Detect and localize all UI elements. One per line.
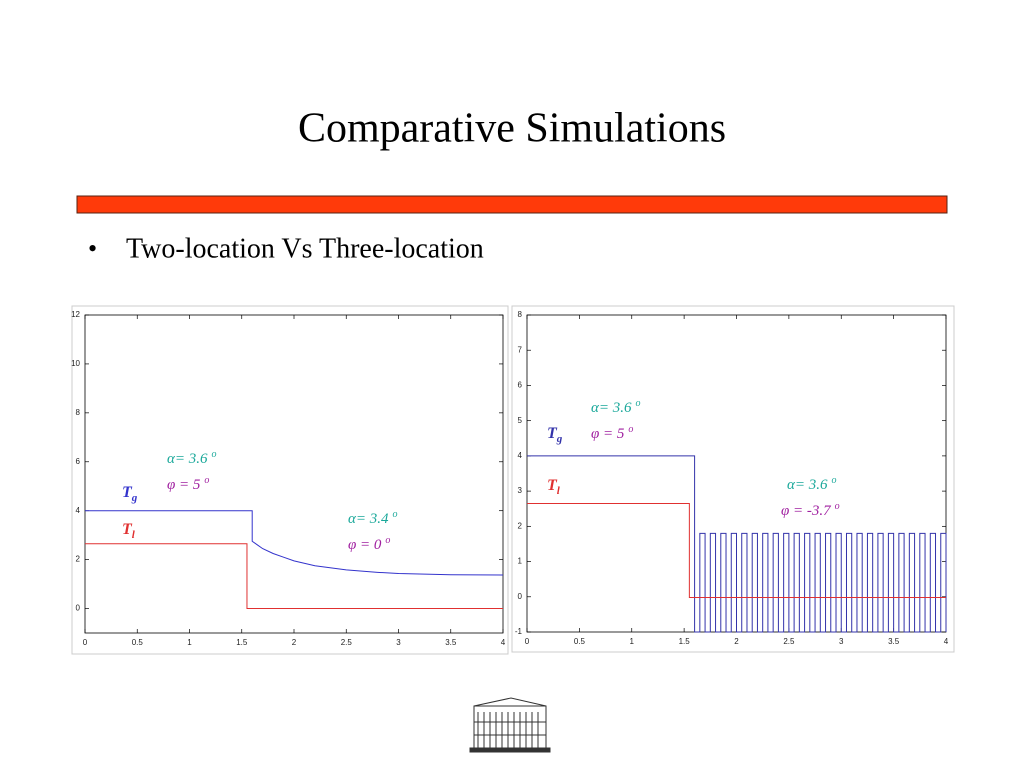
y-tick-label: 0 bbox=[518, 592, 523, 601]
annotation-text: α= 3.6 bbox=[787, 477, 828, 493]
y-tick-label: 6 bbox=[76, 457, 81, 466]
y-tick-label: 8 bbox=[76, 408, 81, 417]
annotation: α= 3.4 o bbox=[348, 509, 398, 527]
x-tick-label: 0 bbox=[525, 637, 530, 646]
annotation-text: φ = -3.7 bbox=[781, 503, 832, 519]
series-line bbox=[85, 510, 504, 576]
series-label: Tl bbox=[122, 521, 136, 541]
x-tick-label: 2.5 bbox=[783, 637, 795, 646]
annotation: α= 3.6 o bbox=[591, 398, 641, 416]
y-tick-label: 0 bbox=[76, 604, 81, 613]
annotation-degree: o bbox=[835, 501, 840, 512]
annotation-text: α= 3.6 bbox=[167, 451, 208, 467]
x-tick-label: 2 bbox=[292, 638, 297, 647]
annotation-degree: o bbox=[385, 535, 390, 546]
y-tick-label: 8 bbox=[518, 310, 523, 319]
annotation-degree: o bbox=[832, 475, 837, 486]
y-tick-label: 4 bbox=[518, 451, 523, 460]
x-tick-label: 0.5 bbox=[574, 637, 586, 646]
series-name: T bbox=[122, 484, 133, 501]
x-tick-label: 3.5 bbox=[445, 638, 457, 647]
series-subscript: l bbox=[557, 485, 561, 497]
y-tick-label: -1 bbox=[515, 627, 523, 636]
y-tick-label: 7 bbox=[518, 345, 523, 354]
annotation-degree: o bbox=[628, 424, 633, 435]
series-name: T bbox=[547, 477, 558, 494]
x-tick-label: 0.5 bbox=[132, 638, 144, 647]
bullet-text: Two-location Vs Three-location bbox=[126, 233, 484, 264]
series-name: T bbox=[547, 425, 558, 442]
x-tick-label: 3 bbox=[396, 638, 401, 647]
y-tick-label: 3 bbox=[518, 486, 523, 495]
x-tick-label: 2 bbox=[734, 637, 739, 646]
series-line bbox=[527, 455, 947, 633]
x-tick-label: 4 bbox=[501, 638, 506, 647]
y-tick-label: 10 bbox=[71, 359, 80, 368]
annotation-text: α= 3.6 bbox=[591, 400, 632, 416]
logo bbox=[469, 697, 551, 753]
series-line bbox=[527, 502, 946, 598]
x-tick-label: 1 bbox=[187, 638, 192, 647]
annotation-degree: o bbox=[212, 449, 217, 460]
y-tick-label: 2 bbox=[518, 521, 523, 530]
x-tick-label: 3 bbox=[839, 637, 844, 646]
y-tick-label: 6 bbox=[518, 381, 523, 390]
x-tick-label: 2.5 bbox=[341, 638, 353, 647]
y-tick-label: 1 bbox=[518, 557, 523, 566]
annotation-degree: o bbox=[204, 475, 209, 486]
plot-area bbox=[84, 314, 504, 634]
annotation: α= 3.6 o bbox=[787, 475, 837, 493]
slide-title: Comparative Simulations bbox=[298, 106, 726, 152]
annotation-text: φ = 5 bbox=[591, 426, 625, 442]
series-label: Tg bbox=[122, 484, 138, 504]
series-label: Tg bbox=[547, 425, 563, 445]
series-line bbox=[85, 543, 503, 610]
y-tick-label: 12 bbox=[71, 310, 80, 319]
y-tick-label: 4 bbox=[76, 506, 81, 515]
series-subscript: g bbox=[131, 492, 138, 504]
x-tick-label: 1.5 bbox=[236, 638, 248, 647]
series-subscript: g bbox=[556, 433, 563, 445]
annotation-degree: o bbox=[393, 509, 398, 520]
title-bar bbox=[76, 195, 948, 214]
annotation: α= 3.6 o bbox=[167, 449, 217, 467]
x-tick-label: 1.5 bbox=[679, 637, 691, 646]
bullet-glyph: • bbox=[88, 234, 97, 263]
series-label: Tl bbox=[547, 477, 561, 497]
x-tick-label: 3.5 bbox=[888, 637, 900, 646]
annotation: φ = -3.7 o bbox=[781, 501, 840, 519]
series-subscript: l bbox=[132, 529, 136, 541]
y-tick-label: 5 bbox=[518, 416, 523, 425]
x-tick-label: 0 bbox=[83, 638, 88, 647]
x-tick-label: 1 bbox=[630, 637, 635, 646]
y-tick-label: 2 bbox=[76, 555, 81, 564]
x-tick-label: 4 bbox=[944, 637, 949, 646]
annotation-text: φ = 5 bbox=[167, 477, 201, 493]
annotation-text: φ = 0 bbox=[348, 537, 382, 553]
annotation-degree: o bbox=[636, 398, 641, 409]
series-name: T bbox=[122, 521, 133, 538]
annotation-text: α= 3.4 bbox=[348, 511, 389, 527]
